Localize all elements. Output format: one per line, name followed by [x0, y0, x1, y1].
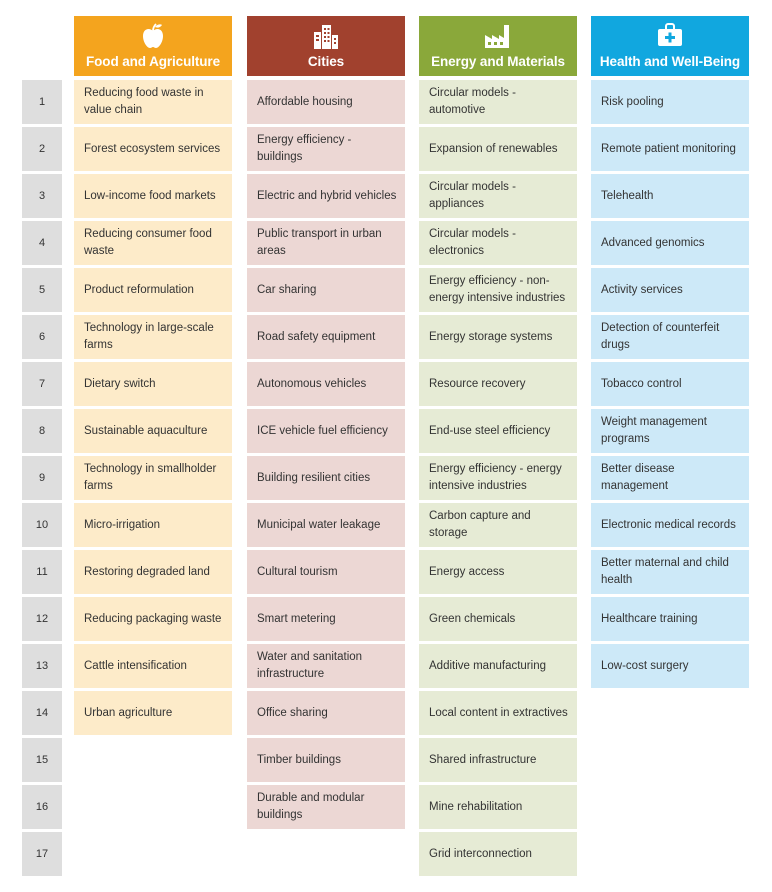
list-item: Reducing food waste in value chain	[74, 80, 232, 124]
list-item: Timber buildings	[247, 738, 405, 782]
list-item: Mine rehabilitation	[419, 785, 577, 829]
column-title: Food and Agriculture	[86, 54, 220, 69]
column-health-and-well-being: Health and Well-Being Risk pooling Remote…	[591, 16, 749, 691]
row-number: 3	[22, 174, 62, 218]
list-item: Resource recovery	[419, 362, 577, 406]
list-item: Better disease management	[591, 456, 749, 500]
list-item: Forest ecosystem services	[74, 127, 232, 171]
list-item: End-use steel efficiency	[419, 409, 577, 453]
list-item: Local content in extractives	[419, 691, 577, 735]
row-number: 6	[22, 315, 62, 359]
column-header: Health and Well-Being	[591, 16, 749, 76]
list-item: Low-income food markets	[74, 174, 232, 218]
column-title: Cities	[307, 54, 345, 69]
cell-list: Reducing food waste in value chain Forest…	[74, 80, 232, 735]
list-item: Grid interconnection	[419, 832, 577, 876]
list-item: Sustainable aquaculture	[74, 409, 232, 453]
cell-list: Risk pooling Remote patient monitoring Tel…	[591, 80, 749, 688]
medical-kit-icon	[591, 23, 749, 49]
list-item: Office sharing	[247, 691, 405, 735]
list-item: Affordable housing	[247, 80, 405, 124]
list-item: Technology in smallholder farms	[74, 456, 232, 500]
list-item: Autonomous vehicles	[247, 362, 405, 406]
list-item: Healthcare training	[591, 597, 749, 641]
list-item: Circular models - appliances	[419, 174, 577, 218]
list-item: Circular models - automotive	[419, 80, 577, 124]
apple-icon	[74, 23, 232, 49]
list-item: Public transport in urban areas	[247, 221, 405, 265]
column-header: Energy and Materials	[419, 16, 577, 76]
row-number: 2	[22, 127, 62, 171]
list-item: Cultural tourism	[247, 550, 405, 594]
list-item: Product reformulation	[74, 268, 232, 312]
list-item: Urban agriculture	[74, 691, 232, 735]
list-item: Cattle intensification	[74, 644, 232, 688]
list-item: Building resilient cities	[247, 456, 405, 500]
list-item: Activity services	[591, 268, 749, 312]
buildings-icon	[247, 23, 405, 49]
list-item: Detection of counterfeit drugs	[591, 315, 749, 359]
list-item: Advanced genomics	[591, 221, 749, 265]
list-item: Circular models - electronics	[419, 221, 577, 265]
row-number: 14	[22, 691, 62, 735]
row-number: 13	[22, 644, 62, 688]
list-item: Energy access	[419, 550, 577, 594]
column-cities: Cities Affordable housing Energy efficien…	[247, 16, 405, 832]
list-item: Electric and hybrid vehicles	[247, 174, 405, 218]
row-number: 17	[22, 832, 62, 876]
row-number: 15	[22, 738, 62, 782]
list-item: Road safety equipment	[247, 315, 405, 359]
column-title: Health and Well-Being	[599, 54, 741, 69]
list-item: Energy efficiency - non-energy intensive…	[419, 268, 577, 312]
list-item: Tobacco control	[591, 362, 749, 406]
list-item: Restoring degraded land	[74, 550, 232, 594]
column-food-and-agriculture: Food and Agriculture Reducing food waste…	[74, 16, 232, 738]
row-number: 8	[22, 409, 62, 453]
list-item: Telehealth	[591, 174, 749, 218]
list-item: Water and sanitation infrastructure	[247, 644, 405, 688]
column-energy-and-materials: Energy and Materials Circular models - a…	[419, 16, 577, 879]
row-number: 9	[22, 456, 62, 500]
column-title: Energy and Materials	[431, 54, 565, 69]
cell-list: Circular models - automotive Expansion of…	[419, 80, 577, 876]
list-item: Reducing packaging waste	[74, 597, 232, 641]
list-item: Shared infrastructure	[419, 738, 577, 782]
column-header: Cities	[247, 16, 405, 76]
row-number: 10	[22, 503, 62, 547]
row-number: 11	[22, 550, 62, 594]
row-number: 5	[22, 268, 62, 312]
row-number: 1	[22, 80, 62, 124]
list-item: Remote patient monitoring	[591, 127, 749, 171]
list-item: ICE vehicle fuel efficiency	[247, 409, 405, 453]
list-item: Risk pooling	[591, 80, 749, 124]
list-item: Additive manufacturing	[419, 644, 577, 688]
list-item: Micro-irrigation	[74, 503, 232, 547]
list-item: Carbon capture and storage	[419, 503, 577, 547]
cell-list: Affordable housing Energy efficiency - bu…	[247, 80, 405, 829]
row-number: 12	[22, 597, 62, 641]
list-item: Electronic medical records	[591, 503, 749, 547]
list-item: Reducing consumer food waste	[74, 221, 232, 265]
list-item: Smart metering	[247, 597, 405, 641]
list-item: Low-cost surgery	[591, 644, 749, 688]
list-item: Weight management programs	[591, 409, 749, 453]
factory-icon	[419, 23, 577, 49]
list-item: Energy efficiency - buildings	[247, 127, 405, 171]
list-item: Green chemicals	[419, 597, 577, 641]
column-header: Food and Agriculture	[74, 16, 232, 76]
list-item: Durable and modular buildings	[247, 785, 405, 829]
list-item: Car sharing	[247, 268, 405, 312]
list-item: Dietary switch	[74, 362, 232, 406]
row-number: 7	[22, 362, 62, 406]
list-item: Better maternal and child health	[591, 550, 749, 594]
list-item: Energy storage systems	[419, 315, 577, 359]
row-number: 4	[22, 221, 62, 265]
list-item: Municipal water leakage	[247, 503, 405, 547]
list-item: Energy efficiency - energy intensive ind…	[419, 456, 577, 500]
row-number: 16	[22, 785, 62, 829]
list-item: Expansion of renewables	[419, 127, 577, 171]
row-number-column: 1 2 3 4 5 6 7 8 9 10 11 12 13 14 15 16 17	[22, 80, 62, 879]
list-item: Technology in large-scale farms	[74, 315, 232, 359]
